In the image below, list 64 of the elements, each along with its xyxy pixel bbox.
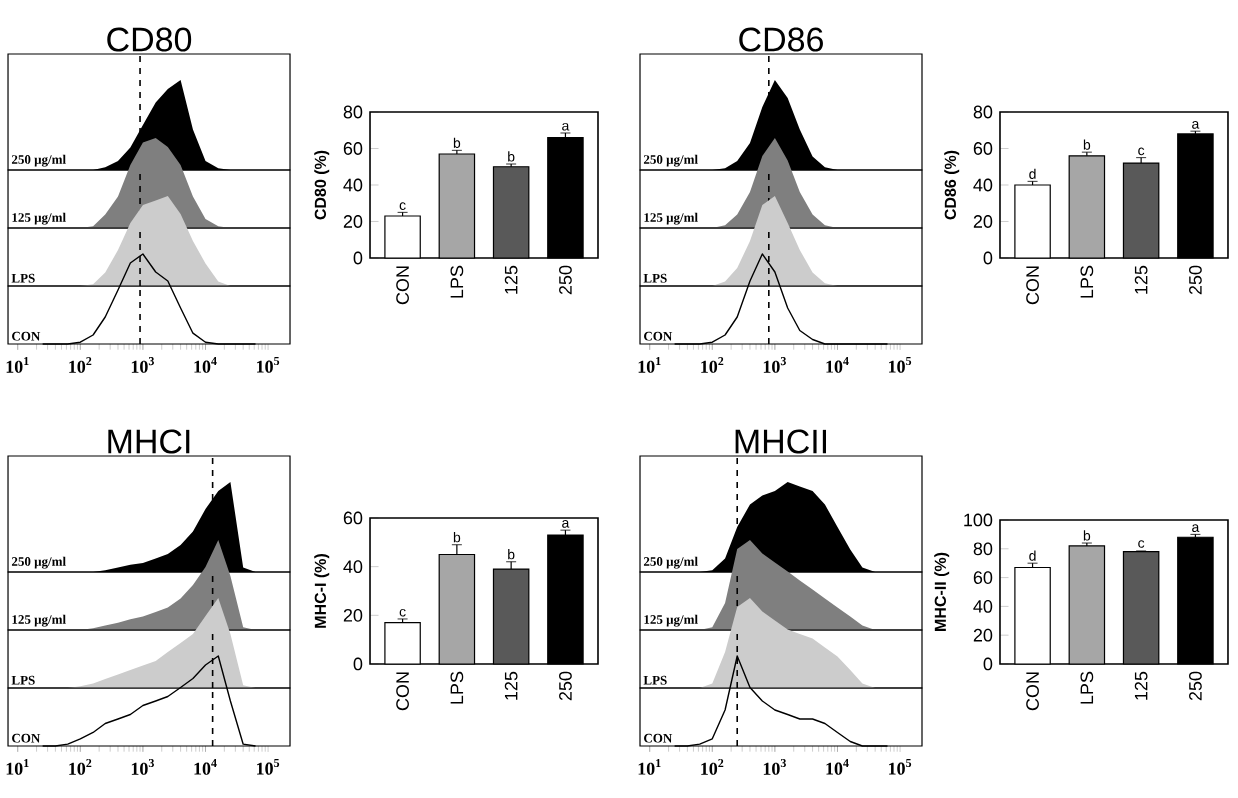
x-tick-label: 10$^{3}$ — [131, 759, 154, 775]
x-tick-label: 10$^{4}$ — [826, 357, 849, 373]
x-tick-label: 250 — [1189, 265, 1202, 295]
y-tick-label: 40 — [973, 600, 993, 613]
x-tick-label: 10$^{5}$ — [257, 357, 280, 373]
y-tick-label: 80 — [973, 105, 993, 119]
y-tick-label: 40 — [343, 178, 363, 192]
chart-title: CD80 — [107, 27, 192, 52]
x-tick-label: 125 — [504, 265, 518, 294]
y-tick-label: 80 — [343, 105, 363, 119]
x-tick-label: 125 — [1134, 671, 1148, 700]
chart-title: CD86 — [739, 27, 823, 52]
x-tick-label: 250 — [559, 671, 572, 701]
x-tick-label: LPS — [1080, 265, 1094, 298]
y-axis-title: MHC-I (%) — [314, 554, 330, 628]
x-tick-label: LPS — [1080, 671, 1094, 704]
y-tick-label: 40 — [343, 560, 363, 574]
y-tick-label: 60 — [973, 142, 993, 155]
y-tick-label: 20 — [973, 215, 993, 228]
y-tick-label: 0 — [353, 251, 363, 265]
y-tick-label: 20 — [343, 608, 363, 622]
x-tick-label: 10$^{5}$ — [889, 759, 912, 775]
x-tick-label: 250 — [1189, 671, 1202, 701]
y-tick-label: 60 — [343, 511, 363, 525]
y-tick-label: 0 — [983, 657, 993, 671]
x-tick-label: CON — [1026, 266, 1039, 305]
y-axis-title: CD80 (%) — [314, 150, 330, 220]
y-axis-title: MHC-II (%) — [934, 552, 950, 631]
y-tick-label: 20 — [343, 215, 363, 228]
x-tick-label: CON — [396, 672, 409, 711]
x-tick-label: 10$^{1}$ — [638, 357, 661, 373]
y-tick-label: 20 — [973, 628, 993, 642]
x-tick-label: 10$^{2}$ — [69, 759, 92, 775]
y-tick-label: 60 — [973, 571, 993, 584]
chart-title: MHCI — [108, 429, 190, 454]
x-tick-label: 10$^{2}$ — [69, 357, 92, 373]
x-tick-label: 10$^{5}$ — [889, 357, 912, 373]
y-tick-label: 60 — [343, 142, 363, 155]
y-tick-label: 0 — [983, 251, 993, 265]
x-tick-label: 10$^{4}$ — [194, 357, 217, 373]
y-tick-label: 0 — [353, 657, 363, 671]
x-tick-label: 10$^{1}$ — [6, 759, 29, 775]
x-tick-label: 10$^{4}$ — [194, 759, 217, 775]
y-tick-label: 80 — [973, 542, 993, 556]
x-tick-label: LPS — [450, 671, 464, 704]
x-tick-label: 10$^{3}$ — [131, 357, 154, 373]
x-tick-label: 10$^{5}$ — [257, 759, 280, 775]
x-tick-label: 250 — [559, 265, 572, 295]
x-tick-label: CON — [396, 266, 409, 305]
y-tick-label: 100 — [964, 513, 993, 527]
x-tick-label: 10$^{3}$ — [763, 357, 786, 373]
x-tick-label: 10$^{1}$ — [6, 357, 29, 373]
x-tick-label: LPS — [450, 265, 464, 298]
y-tick-label: 40 — [973, 178, 993, 192]
x-tick-label: 10$^{1}$ — [638, 759, 661, 775]
y-axis-title: CD86 (%) — [944, 150, 960, 220]
chart-title: MHCII — [735, 429, 827, 454]
x-tick-label: 10$^{2}$ — [701, 759, 724, 775]
x-tick-label: 10$^{2}$ — [701, 357, 724, 373]
x-tick-label: 125 — [1134, 265, 1148, 294]
x-tick-label: 125 — [504, 671, 518, 700]
x-tick-label: 10$^{3}$ — [763, 759, 786, 775]
x-tick-label: CON — [1026, 672, 1039, 711]
x-tick-label: 10$^{4}$ — [826, 759, 849, 775]
